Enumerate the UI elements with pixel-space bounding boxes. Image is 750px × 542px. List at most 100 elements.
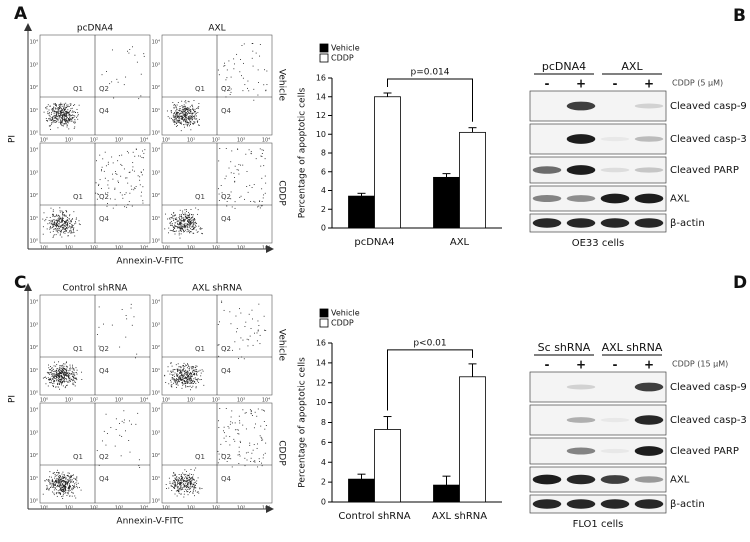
event-dot bbox=[180, 223, 182, 225]
event-dot bbox=[193, 372, 195, 374]
event-dot bbox=[179, 217, 181, 219]
event-dot bbox=[50, 486, 51, 488]
event-dot bbox=[195, 378, 197, 380]
event-dot bbox=[62, 368, 64, 370]
event-dot bbox=[56, 220, 58, 222]
event-dot bbox=[187, 487, 189, 488]
event-dot bbox=[64, 108, 66, 110]
event-dot bbox=[46, 108, 48, 110]
sign: + bbox=[576, 77, 586, 91]
event-dot bbox=[176, 479, 177, 481]
event-dot bbox=[176, 369, 178, 371]
event-dot bbox=[186, 478, 188, 480]
y-axis-label: Percentage of apoptotic cells bbox=[298, 357, 308, 488]
event-dot bbox=[52, 116, 54, 118]
event-dot bbox=[174, 485, 176, 487]
event-dot bbox=[195, 379, 197, 381]
event-dot bbox=[63, 119, 64, 121]
event-dot bbox=[65, 368, 67, 370]
event-dot bbox=[191, 104, 193, 106]
event-dot bbox=[180, 226, 182, 228]
event-dot bbox=[55, 365, 57, 367]
event-dot bbox=[192, 107, 194, 109]
event-dot bbox=[74, 122, 76, 124]
event-dot bbox=[191, 382, 193, 384]
event-dot bbox=[233, 172, 235, 174]
event-dot bbox=[242, 409, 244, 411]
event-dot bbox=[54, 120, 56, 122]
event-dot bbox=[61, 213, 63, 215]
event-dot bbox=[226, 201, 228, 202]
event-dot bbox=[185, 473, 187, 475]
event-dot bbox=[47, 223, 49, 225]
event-dot bbox=[109, 198, 111, 200]
event-dot bbox=[135, 148, 137, 150]
event-dot bbox=[61, 125, 63, 127]
event-dot bbox=[101, 74, 103, 76]
event-dot bbox=[250, 413, 252, 415]
event-dot bbox=[58, 113, 60, 115]
event-dot bbox=[58, 219, 60, 221]
event-dot bbox=[197, 477, 199, 479]
event-dot bbox=[44, 376, 46, 378]
event-dot bbox=[171, 378, 173, 380]
event-dot bbox=[76, 369, 78, 371]
event-dot bbox=[187, 217, 189, 219]
flow-tick: 10³ bbox=[30, 62, 38, 68]
flow-tick: 10⁰ bbox=[152, 391, 160, 397]
event-dot bbox=[59, 231, 61, 232]
event-dot bbox=[169, 117, 171, 119]
event-dot bbox=[44, 220, 46, 222]
event-dot bbox=[56, 469, 58, 471]
event-dot bbox=[180, 474, 182, 475]
event-dot bbox=[185, 222, 187, 224]
event-dot bbox=[182, 114, 184, 116]
event-dot bbox=[69, 218, 71, 220]
event-dot bbox=[177, 380, 179, 382]
event-dot bbox=[188, 115, 190, 117]
event-dot bbox=[74, 120, 76, 122]
event-dot bbox=[186, 108, 188, 109]
event-dot bbox=[51, 224, 53, 226]
event-dot bbox=[67, 224, 69, 226]
event-dot bbox=[177, 479, 179, 481]
event-dot bbox=[56, 376, 58, 378]
event-dot bbox=[186, 381, 188, 382]
event-dot bbox=[58, 118, 60, 120]
event-dot bbox=[119, 434, 121, 436]
flow-tick: 10⁰ bbox=[30, 239, 38, 245]
event-dot bbox=[263, 194, 265, 196]
event-dot bbox=[179, 369, 181, 371]
event-dot bbox=[53, 381, 55, 383]
event-dot bbox=[201, 228, 203, 229]
band bbox=[566, 218, 596, 228]
event-dot bbox=[65, 486, 67, 488]
flow-tick: 10² bbox=[30, 453, 38, 459]
event-dot bbox=[70, 220, 72, 221]
event-dot bbox=[61, 217, 63, 219]
event-dot bbox=[60, 107, 62, 109]
event-dot bbox=[172, 217, 174, 219]
event-dot bbox=[73, 211, 75, 213]
flow-tick: 10⁰ bbox=[152, 499, 160, 505]
event-dot bbox=[182, 376, 184, 378]
quadrant-label: Q4 bbox=[221, 367, 232, 375]
event-dot bbox=[52, 219, 54, 221]
event-dot bbox=[57, 219, 59, 221]
event-dot bbox=[225, 96, 227, 98]
event-dot bbox=[62, 220, 64, 222]
event-dot bbox=[182, 477, 183, 479]
event-dot bbox=[59, 482, 61, 484]
event-dot bbox=[58, 222, 60, 224]
event-dot bbox=[183, 383, 185, 385]
event-dot bbox=[176, 479, 178, 481]
event-dot bbox=[52, 117, 54, 119]
event-dot bbox=[218, 160, 220, 162]
event-dot bbox=[236, 328, 238, 329]
event-dot bbox=[171, 217, 172, 219]
event-dot bbox=[65, 121, 67, 123]
quadrant-label: Q2 bbox=[99, 345, 109, 353]
event-dot bbox=[179, 229, 181, 231]
event-dot bbox=[56, 374, 58, 376]
event-dot bbox=[194, 373, 196, 375]
